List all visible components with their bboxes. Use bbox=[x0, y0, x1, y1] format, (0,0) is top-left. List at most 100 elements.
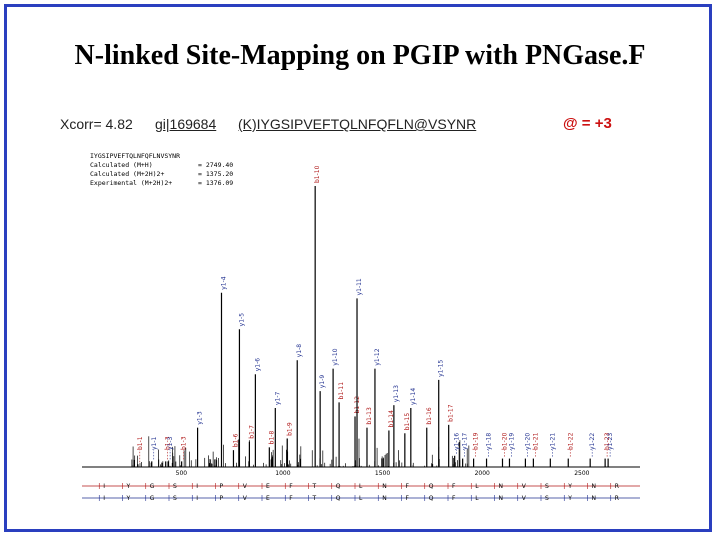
y-ion-ladder-residue: Y bbox=[567, 495, 572, 502]
peak-label-y1-14: y1-14 bbox=[410, 388, 417, 405]
y-ion-ladder-residue: V bbox=[243, 495, 248, 502]
y-ion-ladder-residue: F bbox=[406, 495, 410, 502]
peak-label-y1-5: y1-5 bbox=[238, 313, 245, 327]
peak-label-b1-20: b1-20 bbox=[501, 432, 508, 450]
b-ion-ladder-residue: N bbox=[382, 483, 387, 490]
b-ion-ladder-residue: R bbox=[615, 483, 619, 490]
peak-label-b1-11: b1-11 bbox=[338, 382, 345, 400]
peak-label-y1-9: y1-9 bbox=[319, 375, 326, 389]
peak-label-b1-21: b1-21 bbox=[532, 432, 539, 450]
x-tick-label: 1500 bbox=[375, 470, 390, 477]
peak-label-b1-7: b1-7 bbox=[248, 425, 255, 439]
peak-label-b1-8: b1-8 bbox=[268, 431, 275, 445]
peak-label-y1-21: y1-21 bbox=[549, 433, 556, 450]
peak-label-y1-15: y1-15 bbox=[438, 360, 445, 377]
peak-label-b1-16: b1-16 bbox=[426, 407, 433, 425]
peak-label-y1-12: y1-12 bbox=[374, 348, 381, 365]
peak-label-b1-10: b1-10 bbox=[314, 165, 321, 183]
info-value: = 1376.09 bbox=[198, 179, 233, 187]
peak-label-y1-11: y1-11 bbox=[356, 278, 363, 295]
y-ion-ladder-residue: L bbox=[359, 495, 363, 502]
peak-label-y1-3: y1-3 bbox=[197, 411, 204, 425]
modification-note: @ = +3 bbox=[563, 115, 612, 132]
y-ion-ladder-residue: F bbox=[452, 495, 456, 502]
y-ion-ladder-residue: G bbox=[150, 495, 155, 502]
peak-label-y1-13: y1-13 bbox=[393, 385, 400, 402]
x-tick-label: 500 bbox=[176, 470, 188, 477]
y-ion-ladder-residue: T bbox=[312, 495, 317, 502]
xcorr-score: Xcorr= 4.82 bbox=[60, 116, 133, 132]
b-ion-ladder-residue: Q bbox=[336, 483, 341, 490]
b-ion-ladder-residue: N bbox=[499, 483, 504, 490]
b-ion-ladder-residue: Y bbox=[567, 483, 572, 490]
b-ion-ladder-residue: S bbox=[545, 483, 549, 490]
peak-label-y1-18: y1-18 bbox=[486, 433, 493, 450]
b-ion-ladder-residue: S bbox=[173, 483, 177, 490]
x-tick-label: 2000 bbox=[475, 470, 490, 477]
peak-label-y1-1: y1-1 bbox=[151, 436, 158, 450]
y-ion-ladder-residue: N bbox=[499, 495, 504, 502]
peak-label-y1-22: y1-22 bbox=[589, 433, 596, 450]
peak-label-y1-8: y1-8 bbox=[296, 344, 303, 358]
peak-label-b1-3: b1-3 bbox=[165, 436, 172, 450]
y-ion-ladder-residue: V bbox=[522, 495, 527, 502]
b-ion-ladder-residue: L bbox=[359, 483, 363, 490]
b-ion-ladder-residue: F bbox=[406, 483, 410, 490]
b-ion-ladder-residue: V bbox=[243, 483, 248, 490]
y-ion-ladder-residue: I bbox=[196, 495, 198, 502]
b-ion-ladder-residue: Q bbox=[429, 483, 434, 490]
b-ion-ladder-residue: P bbox=[220, 483, 224, 490]
y-ion-ladder-residue: N bbox=[382, 495, 387, 502]
b-ion-ladder-residue: G bbox=[150, 483, 155, 490]
info-value: = 2749.40 bbox=[198, 161, 233, 169]
peak-label-b1-17: b1-17 bbox=[448, 404, 455, 422]
peak-label-y1-17: y1-17 bbox=[462, 433, 469, 450]
b-ion-ladder-residue: Y bbox=[126, 483, 131, 490]
y-ion-ladder-residue: F bbox=[289, 495, 293, 502]
b-ion-ladder-residue: V bbox=[522, 483, 527, 490]
y-ion-ladder-residue: P bbox=[220, 495, 224, 502]
peak-label-b1-14: b1-14 bbox=[388, 410, 395, 428]
peak-label-b1-22: b1-22 bbox=[567, 432, 574, 450]
info-label: Experimental (M+2H)2+ bbox=[90, 179, 172, 187]
b-ion-ladder-residue: I bbox=[196, 483, 198, 490]
peak-label-y1-7: y1-7 bbox=[274, 391, 281, 405]
peak-label-y1-23: y1-23 bbox=[607, 433, 614, 450]
y-ion-ladder-residue: S bbox=[173, 495, 177, 502]
info-label: Calculated (M+H) bbox=[90, 161, 153, 169]
y-ion-ladder-residue: S bbox=[545, 495, 549, 502]
b-ion-ladder-residue: L bbox=[475, 483, 479, 490]
y-ion-ladder-residue: Q bbox=[429, 495, 434, 502]
slide-frame bbox=[4, 4, 712, 532]
peak-label-b1-9: b1-9 bbox=[286, 422, 293, 436]
peak-label-b1-23: b1-23 bbox=[604, 432, 611, 450]
y-ion-ladder-residue: R bbox=[615, 495, 619, 502]
b-ion-ladder-residue: F bbox=[289, 483, 293, 490]
peak-label-b1-19: b1-19 bbox=[473, 432, 480, 450]
peak-label-b1-6: b1-6 bbox=[232, 433, 239, 447]
x-tick-label: 1000 bbox=[275, 470, 290, 477]
y-ion-ladder-residue: I bbox=[103, 495, 105, 502]
y-ion-ladder-residue: E bbox=[266, 495, 270, 502]
b-ion-ladder-residue: F bbox=[452, 483, 456, 490]
peak-label-b1-3: b1-3 bbox=[181, 436, 188, 450]
y-ion-ladder-residue: Q bbox=[336, 495, 341, 502]
peak-label-y1-20: y1-20 bbox=[524, 433, 531, 450]
peptide-sequence: (K)IYGSIPVEFTQLNFQFLN@VSYNR bbox=[238, 116, 477, 132]
peak-label-y1-4: y1-4 bbox=[221, 276, 228, 290]
x-tick-label: 2500 bbox=[574, 470, 589, 477]
b-ion-ladder-residue: N bbox=[592, 483, 597, 490]
b-ion-ladder-residue: T bbox=[312, 483, 317, 490]
peak-label-y1-10: y1-10 bbox=[332, 348, 339, 365]
y-ion-ladder-residue: Y bbox=[126, 495, 131, 502]
peak-label-y1-16: y1-16 bbox=[454, 433, 461, 450]
peak-label-y1-3: y1-3 bbox=[167, 436, 174, 450]
peak-label-b1-13: b1-13 bbox=[366, 407, 373, 425]
peak-label-b1-15: b1-15 bbox=[404, 413, 411, 431]
b-ion-ladder-residue: E bbox=[266, 483, 270, 490]
y-ion-ladder-residue: L bbox=[475, 495, 479, 502]
slide-title: N-linked Site-Mapping on PGIP with PNGas… bbox=[74, 40, 646, 71]
peak-label-y1-6: y1-6 bbox=[254, 358, 261, 372]
y-ion-ladder-residue: N bbox=[592, 495, 597, 502]
